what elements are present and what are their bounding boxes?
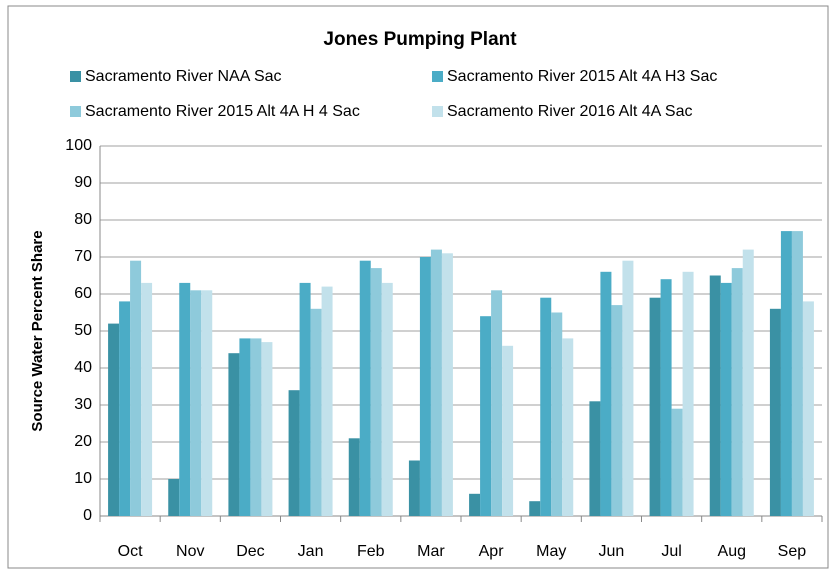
y-tick-label: 20 [74, 433, 92, 450]
bar [622, 260, 634, 516]
y-tick-label: 40 [74, 359, 92, 376]
bar [321, 286, 333, 516]
bar [190, 290, 202, 516]
bar [600, 271, 612, 516]
x-tick-label: Oct [118, 543, 143, 560]
bar [441, 253, 453, 517]
y-tick-label: 30 [74, 396, 92, 413]
x-tick-label: Dec [236, 543, 264, 560]
bar [502, 345, 514, 516]
bar [469, 493, 481, 516]
bar [370, 268, 382, 516]
legend-swatch [432, 71, 443, 82]
bar [239, 338, 251, 516]
bar [682, 271, 694, 516]
bar [720, 282, 732, 516]
y-tick-label: 80 [74, 211, 92, 228]
bar [742, 249, 754, 516]
legend-label: Sacramento River NAA Sac [85, 68, 282, 85]
bar [611, 305, 623, 516]
bar [201, 290, 213, 516]
bar [671, 408, 683, 516]
bar [310, 308, 322, 516]
bar [660, 279, 672, 516]
bar [359, 260, 371, 516]
x-tick-label: Sep [778, 543, 807, 560]
y-tick-label: 60 [74, 285, 92, 302]
y-tick-label: 10 [74, 470, 92, 487]
bar [419, 257, 431, 516]
bar [228, 353, 240, 516]
bar [731, 268, 743, 516]
chart-title: Jones Pumping Plant [323, 29, 517, 50]
bar [649, 297, 661, 516]
bar [288, 390, 300, 516]
legend-label: Sacramento River 2015 Alt 4A H3 Sac [447, 68, 717, 85]
bar [348, 438, 360, 516]
legend-label: Sacramento River 2016 Alt 4A Sac [447, 103, 692, 120]
bar [381, 282, 393, 516]
x-tick-label: Jun [599, 543, 625, 560]
bar [551, 312, 563, 516]
bar [769, 308, 781, 516]
bar [168, 479, 180, 516]
legend-swatch [70, 106, 81, 117]
x-tick-label: Aug [718, 543, 746, 560]
bar [261, 342, 273, 516]
bar [119, 301, 131, 516]
bar [141, 282, 153, 516]
bar [179, 282, 191, 516]
x-tick-label: Jan [298, 543, 324, 560]
legend-label: Sacramento River 2015 Alt 4A H 4 Sac [85, 103, 360, 120]
bar [408, 460, 420, 516]
bar [430, 249, 442, 516]
bar [540, 297, 552, 516]
y-tick-label: 0 [83, 507, 92, 524]
bar [791, 231, 803, 516]
bar [709, 275, 721, 516]
x-tick-label: May [536, 543, 566, 560]
y-axis-label: Source Water Percent Share [29, 230, 46, 431]
bar [130, 260, 142, 516]
bar [589, 401, 601, 516]
bar [480, 316, 492, 516]
bar [562, 338, 574, 516]
x-tick-label: Jul [661, 543, 681, 560]
legend-swatch [70, 71, 81, 82]
bar [802, 301, 814, 516]
bar [780, 231, 792, 516]
x-tick-label: Mar [417, 543, 445, 560]
x-tick-label: Nov [176, 543, 204, 560]
bar [108, 323, 120, 516]
bar [529, 501, 541, 516]
bar [491, 290, 503, 516]
x-tick-label: Apr [479, 543, 505, 560]
y-tick-label: 90 [74, 174, 92, 191]
bar [250, 338, 262, 516]
legend-swatch [432, 106, 443, 117]
x-tick-label: Feb [357, 543, 385, 560]
y-tick-label: 100 [65, 137, 92, 154]
y-tick-label: 50 [74, 322, 92, 339]
bar [299, 282, 311, 516]
y-tick-label: 70 [74, 248, 92, 265]
